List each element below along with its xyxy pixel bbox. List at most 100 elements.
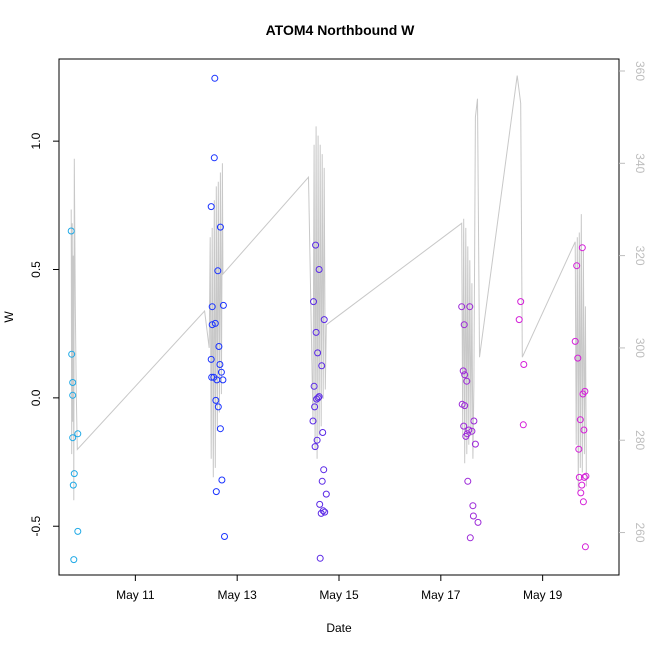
data-point (460, 422, 468, 430)
data-point (576, 416, 584, 424)
data-point (318, 477, 326, 485)
y-tick-label: -0.5 (29, 516, 43, 537)
data-points (67, 74, 590, 564)
data-point (311, 443, 319, 451)
data-point (311, 403, 319, 411)
data-point (573, 262, 581, 270)
data-point (70, 556, 78, 564)
data-point (520, 361, 528, 368)
data-point (574, 354, 582, 362)
data-point (468, 427, 476, 435)
y-tick-label: 0.5 (29, 261, 43, 278)
data-point (471, 440, 479, 448)
data-point (465, 426, 473, 434)
data-point (575, 473, 583, 481)
data-point (519, 421, 527, 429)
y-axis-label: W (2, 311, 16, 323)
heading-series (70, 75, 587, 501)
data-point (312, 241, 320, 249)
data-point (211, 319, 219, 327)
y2-tick-label: 300 (633, 338, 647, 358)
y2-axis: 260 280 300 320 340 360 (619, 61, 647, 543)
plot-frame (58, 58, 620, 576)
data-point (216, 425, 224, 433)
data-point (310, 298, 317, 306)
data-point (67, 227, 75, 235)
data-point (571, 337, 579, 345)
y2-tick-label: 360 (633, 61, 647, 81)
data-point (466, 534, 474, 542)
data-point (207, 355, 215, 363)
data-point (575, 445, 583, 453)
data-point (208, 321, 216, 329)
data-point (217, 368, 225, 376)
data-point (460, 321, 468, 329)
data-point (215, 343, 223, 350)
data-point (580, 426, 588, 434)
data-point (219, 376, 227, 384)
y2-tick-label: 280 (633, 430, 647, 450)
data-point (214, 403, 222, 411)
x-tick-label: May 11 (116, 588, 155, 602)
data-point (464, 477, 472, 485)
data-point (212, 488, 220, 496)
data-point (309, 417, 317, 425)
data-point (474, 518, 482, 526)
data-point (517, 298, 525, 306)
data-point (68, 350, 76, 358)
data-point (69, 434, 77, 442)
data-point (310, 382, 318, 390)
data-point (320, 316, 328, 324)
data-point (69, 481, 77, 489)
y-axis: -0.5 0.0 0.5 1.0 (29, 132, 59, 537)
data-point (459, 367, 467, 375)
data-point (319, 507, 327, 515)
heading-line (70, 75, 587, 501)
chart-title: ATOM4 Northbound W (266, 22, 416, 38)
data-point (470, 417, 478, 425)
data-point (581, 543, 589, 551)
data-point (315, 393, 323, 401)
data-point (582, 472, 590, 480)
data-point (313, 436, 321, 444)
y2-tick-label: 320 (633, 246, 647, 266)
data-point (322, 490, 330, 498)
x-tick-label: May 19 (523, 588, 563, 602)
data-point (320, 466, 328, 474)
data-point (216, 361, 224, 368)
data-point (469, 512, 477, 520)
data-point (581, 387, 589, 395)
data-point (314, 394, 322, 402)
data-point (207, 203, 215, 211)
data-point (579, 498, 587, 506)
x-axis: May 11 May 13 May 15 May 17 May 19 (116, 575, 563, 602)
data-point (578, 244, 586, 252)
x-tick-label: May 17 (421, 588, 461, 602)
y-tick-label: 0.0 (29, 389, 43, 406)
data-point (515, 316, 523, 324)
y-tick-label: 1.0 (29, 132, 43, 149)
data-point (577, 489, 585, 497)
y2-tick-label: 340 (633, 153, 647, 173)
data-point (314, 349, 322, 357)
data-point (219, 301, 227, 309)
data-point (74, 527, 82, 535)
x-tick-label: May 15 (319, 588, 359, 602)
data-point (69, 379, 77, 386)
data-point (463, 377, 471, 385)
data-point (321, 508, 329, 516)
data-point (216, 223, 224, 231)
y2-tick-label: 260 (633, 522, 647, 542)
data-point (70, 470, 78, 478)
data-point (316, 554, 324, 562)
data-point (580, 473, 588, 481)
data-point (458, 303, 466, 311)
data-point (208, 303, 216, 311)
data-point (461, 371, 469, 379)
data-point (318, 362, 326, 370)
data-point (74, 430, 82, 438)
data-point (316, 500, 324, 508)
x-axis-label: Date (326, 621, 352, 635)
data-point (312, 328, 320, 336)
